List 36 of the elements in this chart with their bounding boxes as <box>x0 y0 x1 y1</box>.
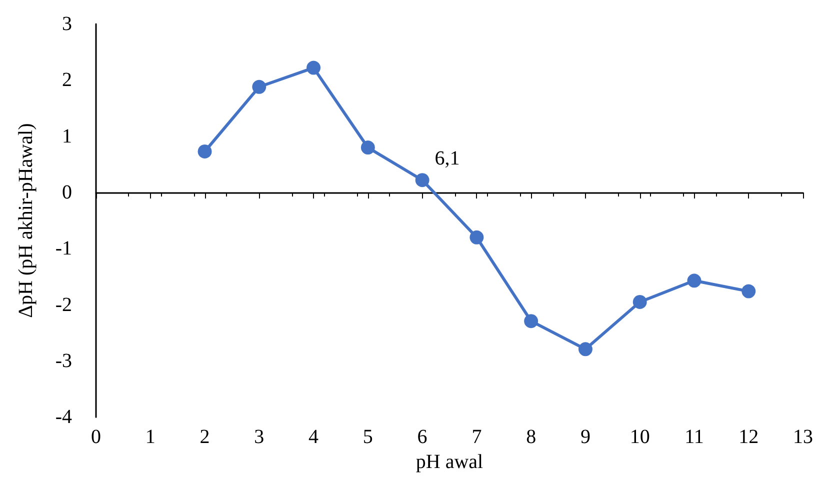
x-tick-label: 2 <box>200 426 210 448</box>
point <box>470 230 484 244</box>
y-tick-label: 1 <box>62 125 72 148</box>
point <box>687 274 702 288</box>
point <box>742 284 756 298</box>
y-tick-label: -1 <box>55 238 72 260</box>
y-axis-title: ΔpH (pH akhir-pHawal) <box>15 123 37 318</box>
y-tick-label: -4 <box>55 406 72 428</box>
x-tick-label: 10 <box>630 426 650 448</box>
x-tick-label: 4 <box>308 426 319 448</box>
x-axis-title: pH awal <box>416 451 484 473</box>
point <box>306 60 321 75</box>
y-tick-label: 3 <box>62 13 72 35</box>
y-tick-label: 0 <box>62 181 72 204</box>
point <box>632 294 647 309</box>
x-tick-label: 5 <box>362 426 373 448</box>
x-tick-label: 12 <box>738 426 759 448</box>
annotation: 6,1 <box>434 147 460 170</box>
point <box>360 140 375 155</box>
x-tick-label: 3 <box>254 426 264 448</box>
x-tick-label: 1 <box>145 426 156 448</box>
y-tick-label: -2 <box>55 294 72 316</box>
point <box>252 80 266 94</box>
point <box>198 144 212 158</box>
x-tick-label: 8 <box>526 426 536 448</box>
point <box>524 314 538 328</box>
y-tick-label: -3 <box>55 350 72 372</box>
x-tick-label: 11 <box>684 426 704 448</box>
y-tick-label: 2 <box>62 69 72 92</box>
x-tick-label: 6 <box>417 426 428 448</box>
x-tick-label: 0 <box>91 426 101 448</box>
x-tick-label: 9 <box>580 426 590 448</box>
point <box>415 173 430 188</box>
x-tick-label: 7 <box>472 426 482 448</box>
x-tick-label: 13 <box>793 426 813 448</box>
point <box>578 342 592 356</box>
